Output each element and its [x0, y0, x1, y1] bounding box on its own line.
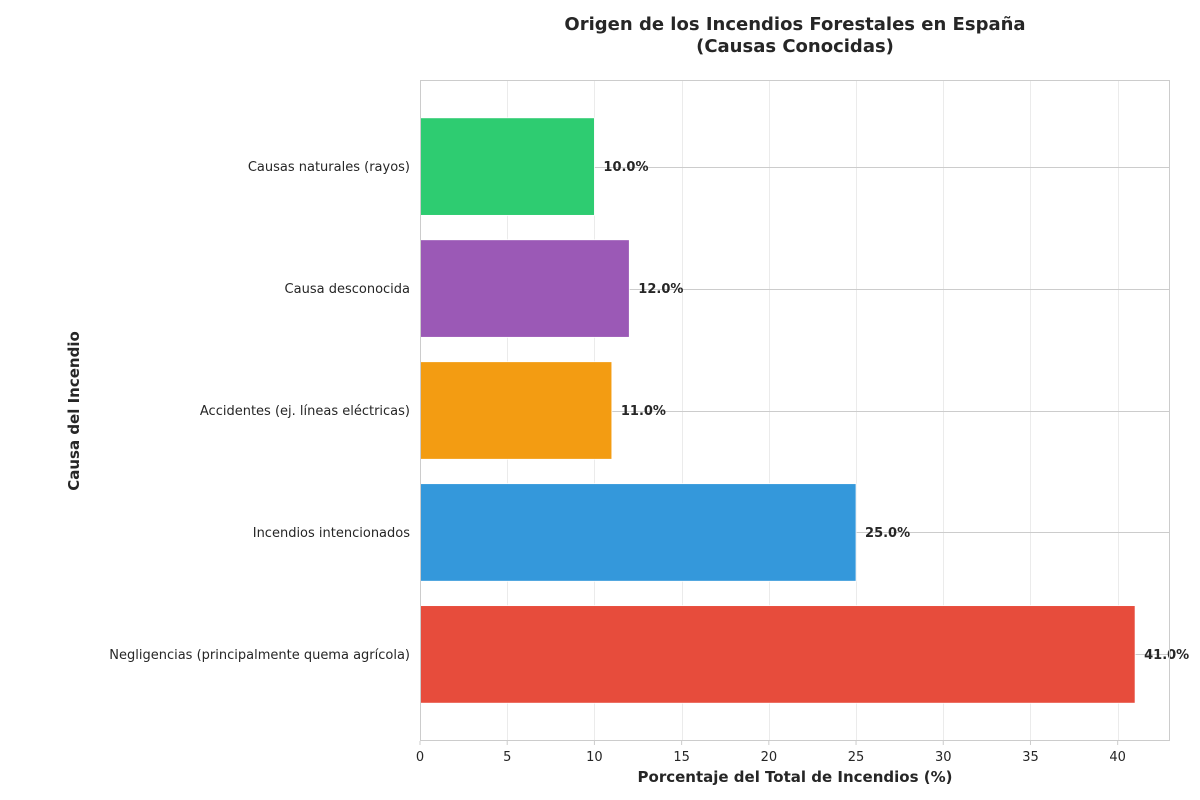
- bar: [419, 117, 595, 216]
- y-category-label: Causas naturales (rayos): [248, 160, 410, 175]
- bar-value-label: 10.0%: [603, 160, 648, 175]
- x-tick-label: 20: [761, 750, 778, 765]
- bar: [419, 605, 1136, 704]
- x-tick-label: 35: [1022, 750, 1039, 765]
- bar: [419, 239, 630, 338]
- x-tick-label: 0: [416, 750, 424, 765]
- bar-value-label: 11.0%: [621, 404, 666, 419]
- x-tick-label: 10: [586, 750, 603, 765]
- x-axis-ticks: 0 5 10 15 20 25 30 35 40: [416, 741, 1126, 765]
- chart-title: Origen de los Incendios Forestales en Es…: [564, 14, 1025, 35]
- bar-value-label: 25.0%: [865, 526, 910, 541]
- chart-subtitle: (Causas Conocidas): [696, 36, 894, 57]
- bars: 41.0% 25.0% 11.0% 12.0% 10.0%: [419, 117, 1189, 704]
- x-tick-label: 30: [935, 750, 952, 765]
- bar: [419, 361, 613, 460]
- bar: [419, 483, 857, 582]
- x-tick-label: 40: [1109, 750, 1126, 765]
- bar-value-label: 12.0%: [638, 282, 683, 297]
- y-category-label: Incendios intencionados: [253, 526, 410, 541]
- plot-frame: [420, 80, 1170, 741]
- y-axis-label: Causa del Incendio: [65, 331, 83, 491]
- x-tick-label: 25: [848, 750, 865, 765]
- x-tick-label: 5: [503, 750, 511, 765]
- y-category-label: Negligencias (principalmente quema agríc…: [109, 648, 410, 663]
- y-axis-categories: Negligencias (principalmente quema agríc…: [109, 160, 410, 663]
- y-category-label: Accidentes (ej. líneas eléctricas): [200, 404, 410, 419]
- x-tick-label: 15: [673, 750, 690, 765]
- bar-value-label: 41.0%: [1144, 648, 1189, 663]
- y-category-label: Causa desconocida: [285, 282, 410, 297]
- x-axis-label: Porcentaje del Total de Incendios (%): [638, 768, 953, 786]
